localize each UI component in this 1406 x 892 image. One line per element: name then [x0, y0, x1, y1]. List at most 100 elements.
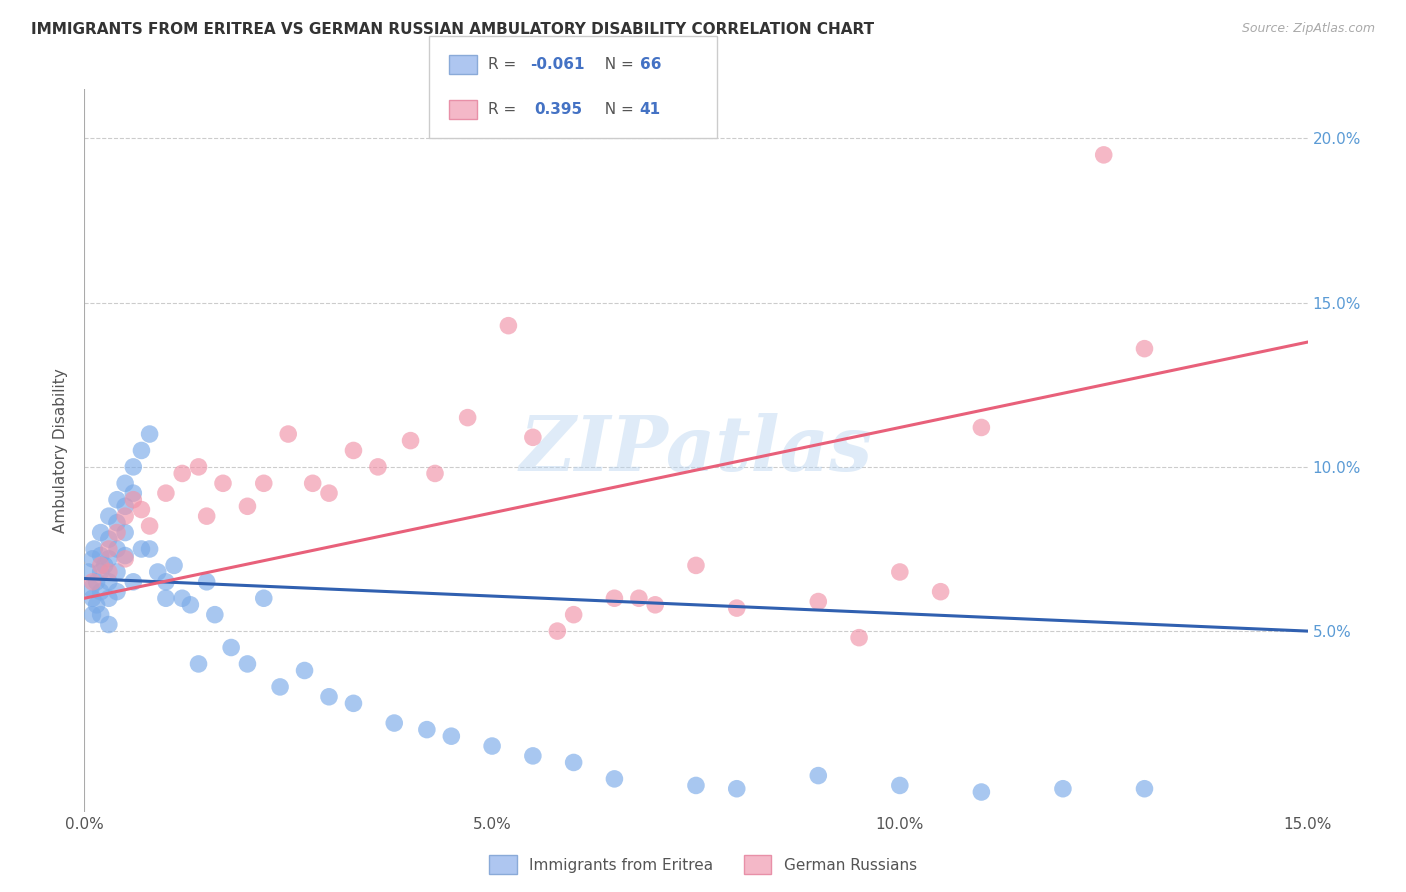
Point — [725, 601, 748, 615]
Point — [187, 657, 209, 671]
Text: 66: 66 — [640, 57, 661, 72]
Text: Source: ZipAtlas.com: Source: ZipAtlas.com — [1241, 22, 1375, 36]
Text: ZIPatlas: ZIPatlas — [519, 414, 873, 487]
Point — [138, 427, 160, 442]
Point — [603, 772, 626, 786]
Point — [114, 551, 136, 566]
Text: R =: R = — [488, 102, 522, 117]
Point — [807, 769, 830, 783]
Point — [90, 607, 112, 622]
Point — [114, 525, 136, 540]
Point — [90, 525, 112, 540]
Point — [546, 624, 568, 639]
Point — [318, 690, 340, 704]
Point — [97, 591, 120, 606]
Point — [212, 476, 235, 491]
Point — [481, 739, 503, 753]
Point — [83, 541, 105, 556]
Point — [155, 486, 177, 500]
Point — [294, 664, 316, 678]
Point — [1133, 342, 1156, 356]
Point — [80, 582, 103, 596]
Point — [122, 459, 145, 474]
Point — [269, 680, 291, 694]
Point — [318, 486, 340, 500]
Point — [105, 584, 128, 599]
Point — [889, 779, 911, 793]
Point — [93, 558, 115, 573]
Y-axis label: Ambulatory Disability: Ambulatory Disability — [53, 368, 69, 533]
Point — [105, 492, 128, 507]
Point — [644, 598, 666, 612]
Point — [342, 696, 364, 710]
Point — [301, 476, 323, 491]
Point — [172, 467, 194, 481]
Point — [187, 459, 209, 474]
Text: 41: 41 — [640, 102, 661, 117]
Point — [131, 502, 153, 516]
Text: N =: N = — [595, 57, 638, 72]
Point — [342, 443, 364, 458]
Point — [423, 467, 446, 481]
Point — [725, 781, 748, 796]
Point — [627, 591, 650, 606]
Point — [97, 532, 120, 546]
Point — [86, 574, 108, 589]
Point — [82, 591, 104, 606]
Point — [277, 427, 299, 442]
Point — [522, 430, 544, 444]
Point — [498, 318, 520, 333]
Point — [82, 607, 104, 622]
Point — [122, 486, 145, 500]
Text: IMMIGRANTS FROM ERITREA VS GERMAN RUSSIAN AMBULATORY DISABILITY CORRELATION CHAR: IMMIGRANTS FROM ERITREA VS GERMAN RUSSIA… — [31, 22, 875, 37]
Point — [90, 565, 112, 579]
Point — [114, 509, 136, 524]
Point — [416, 723, 439, 737]
Point — [97, 541, 120, 556]
Point — [155, 574, 177, 589]
Point — [82, 574, 104, 589]
Point — [179, 598, 201, 612]
Point — [86, 598, 108, 612]
Point — [970, 420, 993, 434]
Point — [122, 492, 145, 507]
Point — [440, 729, 463, 743]
Point — [97, 565, 120, 579]
Point — [685, 558, 707, 573]
Text: N =: N = — [595, 102, 638, 117]
Point — [848, 631, 870, 645]
Point — [114, 549, 136, 563]
Point — [367, 459, 389, 474]
Point — [90, 549, 112, 563]
Point — [97, 551, 120, 566]
Point — [685, 779, 707, 793]
Point — [114, 476, 136, 491]
Point — [889, 565, 911, 579]
Point — [970, 785, 993, 799]
Point — [146, 565, 169, 579]
Text: 0.395: 0.395 — [534, 102, 582, 117]
Point — [253, 476, 276, 491]
Point — [522, 748, 544, 763]
Point — [236, 657, 259, 671]
Point — [82, 551, 104, 566]
Point — [97, 617, 120, 632]
Point — [807, 594, 830, 608]
Point — [105, 525, 128, 540]
Point — [1133, 781, 1156, 796]
Point — [163, 558, 186, 573]
Point — [155, 591, 177, 606]
Point — [1052, 781, 1074, 796]
Point — [382, 716, 405, 731]
Point — [562, 607, 585, 622]
Point — [603, 591, 626, 606]
Point — [105, 541, 128, 556]
Point — [195, 509, 218, 524]
Point — [131, 541, 153, 556]
Point — [105, 565, 128, 579]
Point — [138, 519, 160, 533]
Point — [122, 574, 145, 589]
Point — [929, 584, 952, 599]
Point — [97, 509, 120, 524]
Point — [195, 574, 218, 589]
